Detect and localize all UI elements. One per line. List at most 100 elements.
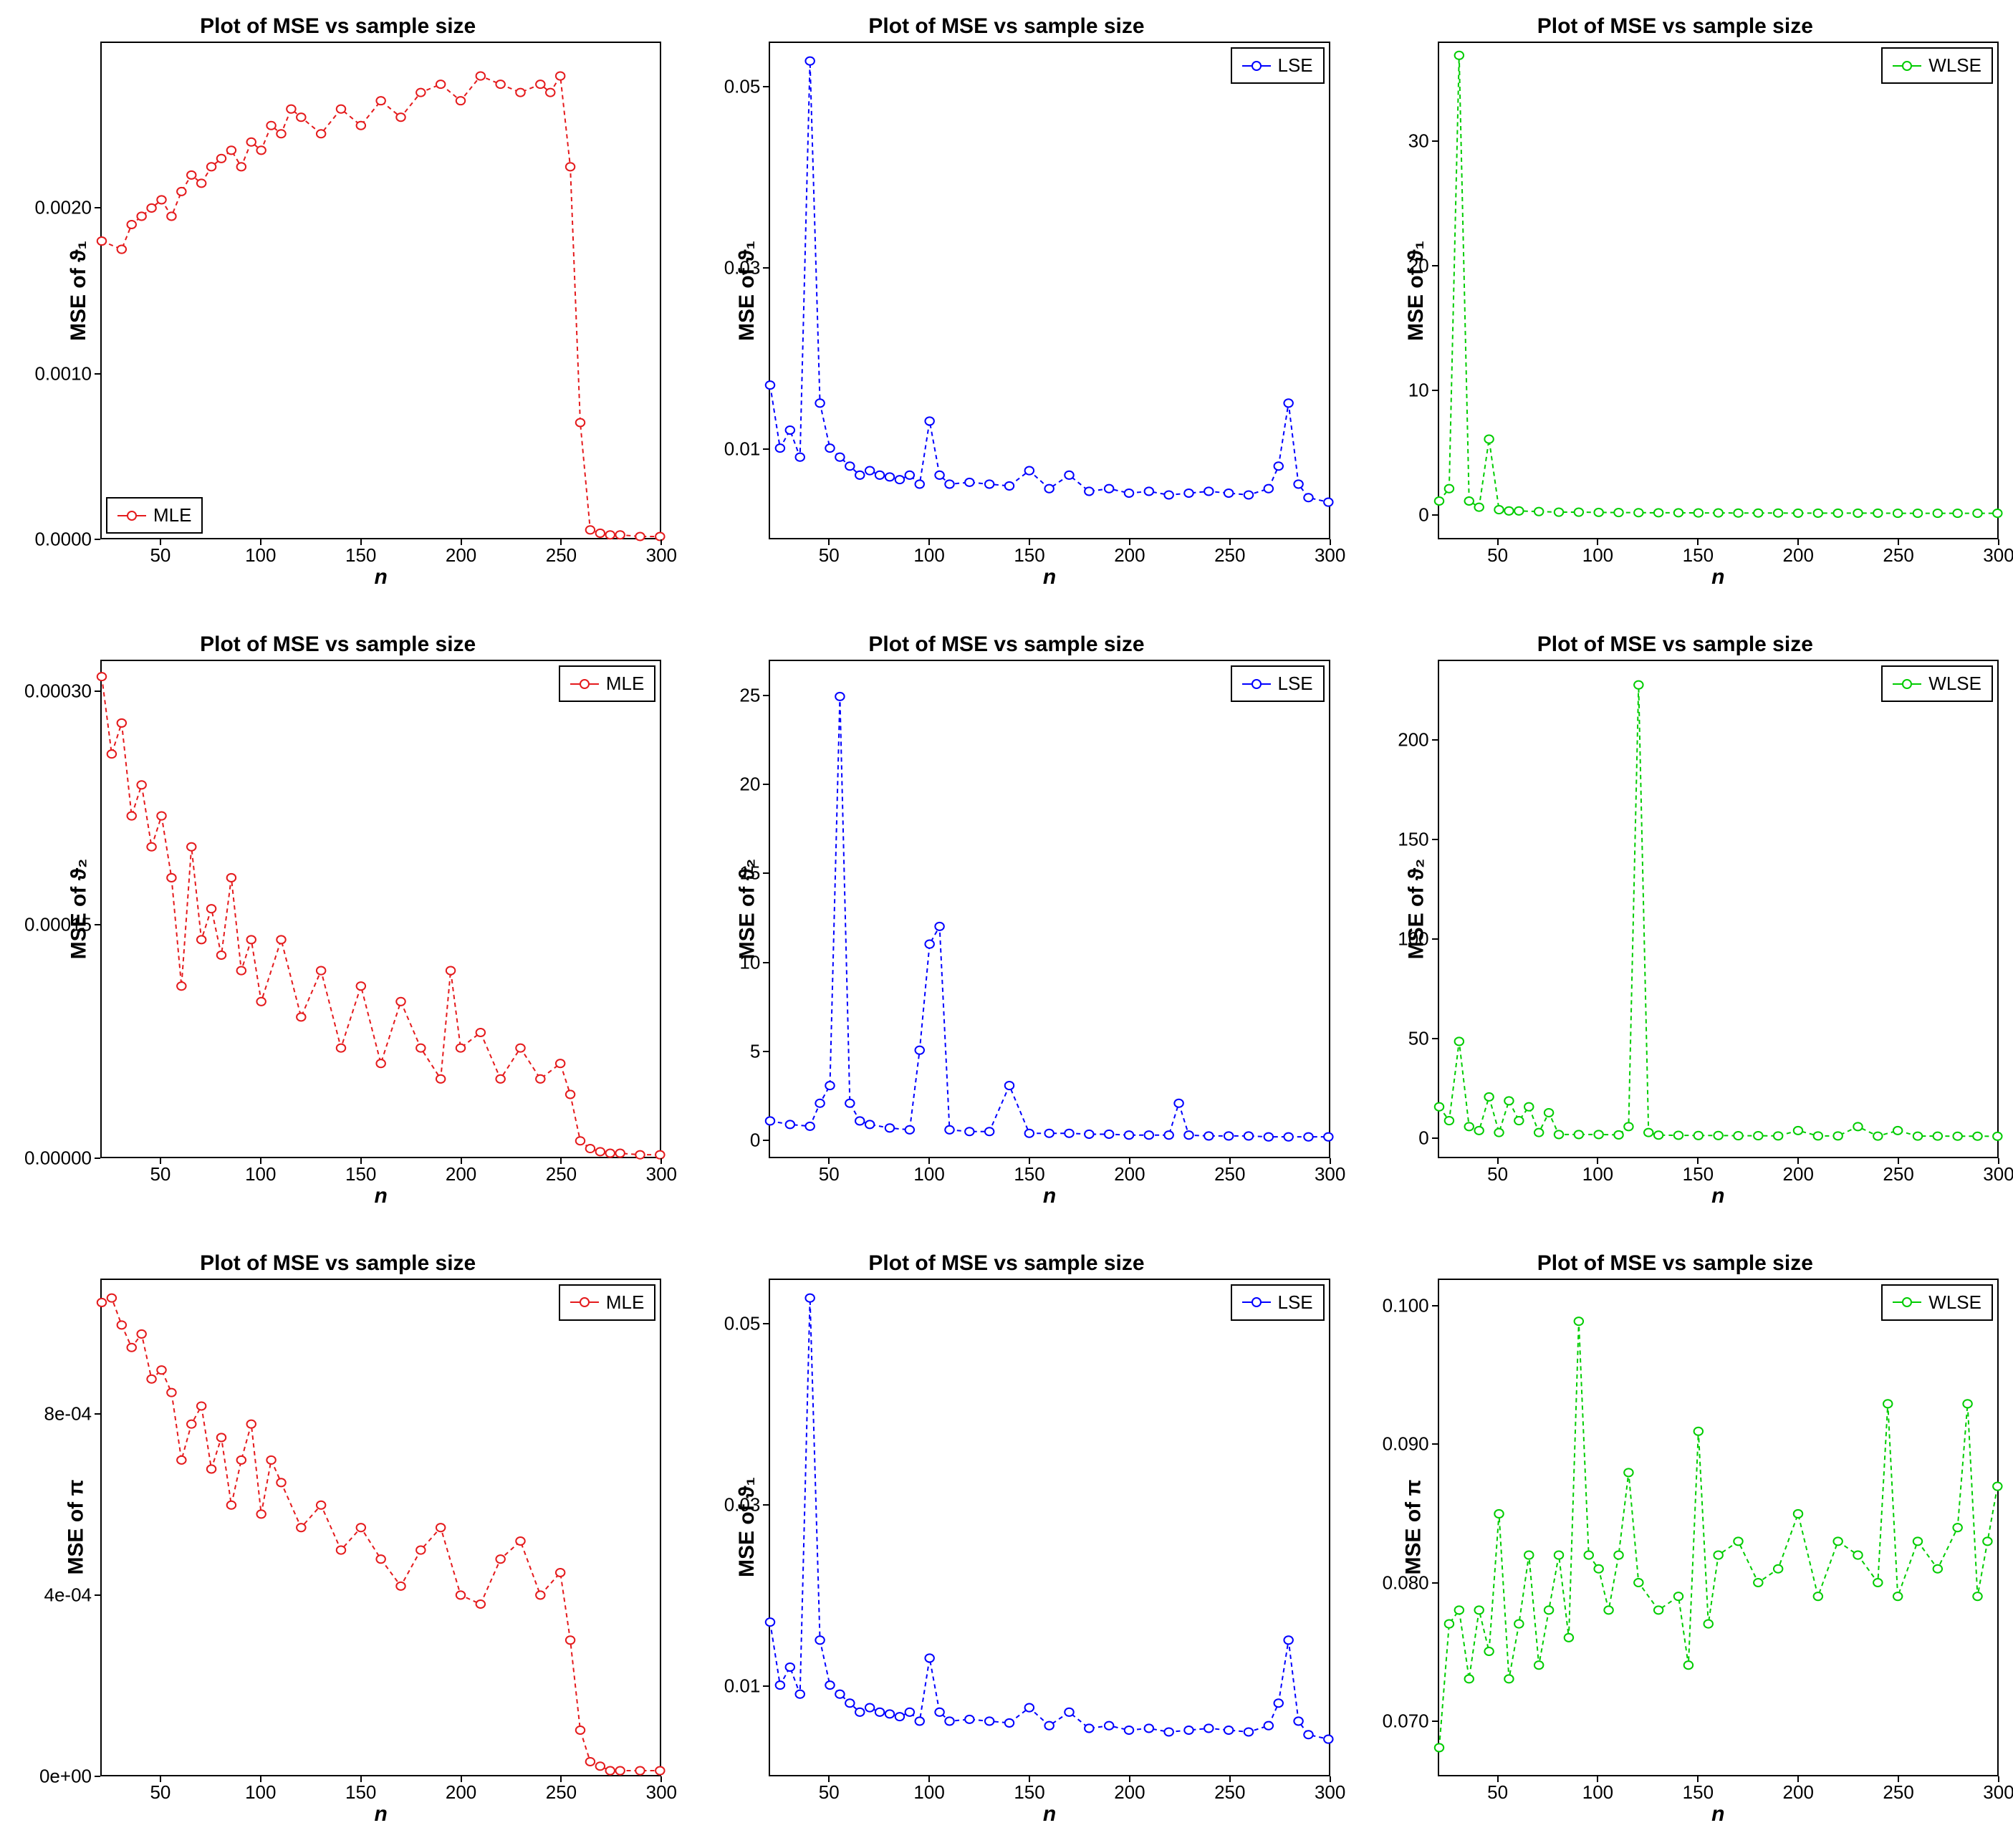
plot-area: LSEMSE of ϑ₂n501001502002503000510152025 [769, 660, 1330, 1158]
legend: WLSE [1881, 665, 1993, 702]
legend-line [570, 1301, 599, 1303]
series-marker [766, 381, 774, 389]
series-marker [137, 212, 145, 220]
plot-area: MLEMSE of ϑ₁n501001502002503000.00000.00… [100, 42, 661, 539]
series-marker [816, 1636, 825, 1644]
series-marker [117, 246, 126, 254]
series-marker [117, 719, 126, 727]
series-marker [1983, 1537, 1992, 1545]
y-tick-mark [763, 1051, 769, 1052]
x-tick-label: 100 [245, 544, 276, 567]
series-marker [1953, 509, 1961, 517]
series-marker [207, 163, 216, 170]
panel-title: Plot of MSE vs sample size [1352, 14, 1999, 39]
series-marker [1524, 1551, 1533, 1559]
series-marker [1504, 1097, 1513, 1105]
panel-p33: Plot of MSE vs sample sizeWLSEMSE of πn5… [1352, 1251, 1999, 1834]
series-marker [1434, 497, 1443, 505]
series-marker [1005, 1082, 1014, 1089]
series-marker [1294, 480, 1303, 488]
x-tick-label: 250 [1214, 544, 1245, 567]
series-marker [786, 426, 794, 434]
series-marker [576, 1137, 585, 1145]
x-axis-label: n [1043, 1184, 1056, 1208]
panel-p32: Plot of MSE vs sample sizeLSEMSE of ϑ₁n5… [683, 1251, 1330, 1834]
series-marker [476, 72, 485, 80]
series-marker [1714, 1132, 1722, 1140]
y-tick-mark [95, 373, 100, 375]
series-line [770, 697, 1328, 1137]
series-line [1439, 55, 1997, 513]
y-tick-mark [95, 1776, 100, 1777]
series-marker [496, 80, 504, 88]
series-marker [1284, 399, 1293, 407]
series-marker [197, 936, 206, 944]
series-marker [1594, 509, 1603, 516]
panel-title: Plot of MSE vs sample size [14, 632, 661, 657]
series-marker [1125, 1131, 1133, 1139]
series-marker [128, 1343, 136, 1351]
series-marker [1484, 435, 1493, 443]
x-tick-label: 200 [1783, 1781, 1814, 1804]
series-marker [1953, 1524, 1961, 1531]
series-marker [1774, 1564, 1782, 1572]
series-marker [596, 1148, 605, 1156]
legend-marker [1251, 1297, 1262, 1307]
series-marker [566, 1636, 575, 1644]
series-marker [1324, 1133, 1332, 1141]
y-tick-mark [763, 962, 769, 963]
series-marker [1065, 1130, 1074, 1137]
series-marker [826, 444, 835, 452]
x-tick-label: 150 [1683, 1781, 1714, 1804]
series-marker [337, 1546, 345, 1554]
series-marker [1993, 509, 2002, 517]
y-tick-mark [1432, 1443, 1438, 1445]
series-marker [845, 462, 854, 470]
series-marker [436, 1524, 445, 1531]
series-marker [1274, 1699, 1283, 1707]
series-marker [1105, 1130, 1113, 1138]
y-tick-mark [95, 207, 100, 208]
series-marker [266, 122, 275, 130]
series-marker [147, 1375, 155, 1382]
panel-title: Plot of MSE vs sample size [683, 1251, 1330, 1276]
series-marker [1774, 1132, 1782, 1140]
legend-label: WLSE [1928, 673, 1981, 695]
y-tick-label: 150 [1398, 828, 1428, 850]
series-marker [1145, 1131, 1153, 1139]
series-marker [1693, 1132, 1702, 1140]
series-svg [770, 1280, 1328, 1775]
series-line [770, 1298, 1328, 1739]
series-marker [1474, 504, 1483, 511]
series-marker [1913, 1537, 1921, 1545]
legend: MLE [106, 497, 203, 534]
x-tick-label: 50 [150, 1163, 170, 1185]
x-tick-label: 250 [1883, 544, 1913, 567]
y-tick-mark [95, 690, 100, 692]
x-axis-label: n [1711, 1802, 1724, 1827]
series-marker [157, 812, 165, 820]
legend-marker [1902, 61, 1912, 71]
legend-line [1242, 65, 1271, 67]
panel-p22: Plot of MSE vs sample sizeLSEMSE of ϑ₂n5… [683, 632, 1330, 1215]
series-marker [256, 1510, 265, 1518]
y-tick-mark [763, 1685, 769, 1687]
series-marker [845, 1699, 854, 1707]
x-tick-label: 200 [1114, 544, 1145, 567]
series-marker [1953, 1132, 1961, 1140]
series-marker [197, 179, 206, 187]
y-tick-label: 20 [739, 774, 760, 796]
series-marker [855, 1708, 864, 1715]
series-marker [1534, 508, 1543, 516]
series-marker [217, 155, 226, 163]
series-marker [297, 1524, 305, 1531]
y-tick-mark [763, 695, 769, 696]
series-marker [1305, 1133, 1313, 1141]
series-marker [1673, 1592, 1682, 1600]
y-tick-label: 0.01 [724, 1675, 761, 1697]
series-marker [247, 1420, 256, 1428]
y-tick-mark [763, 448, 769, 450]
series-marker [1933, 509, 1941, 517]
series-marker [1125, 489, 1133, 497]
plot-box: MLE [100, 42, 661, 539]
